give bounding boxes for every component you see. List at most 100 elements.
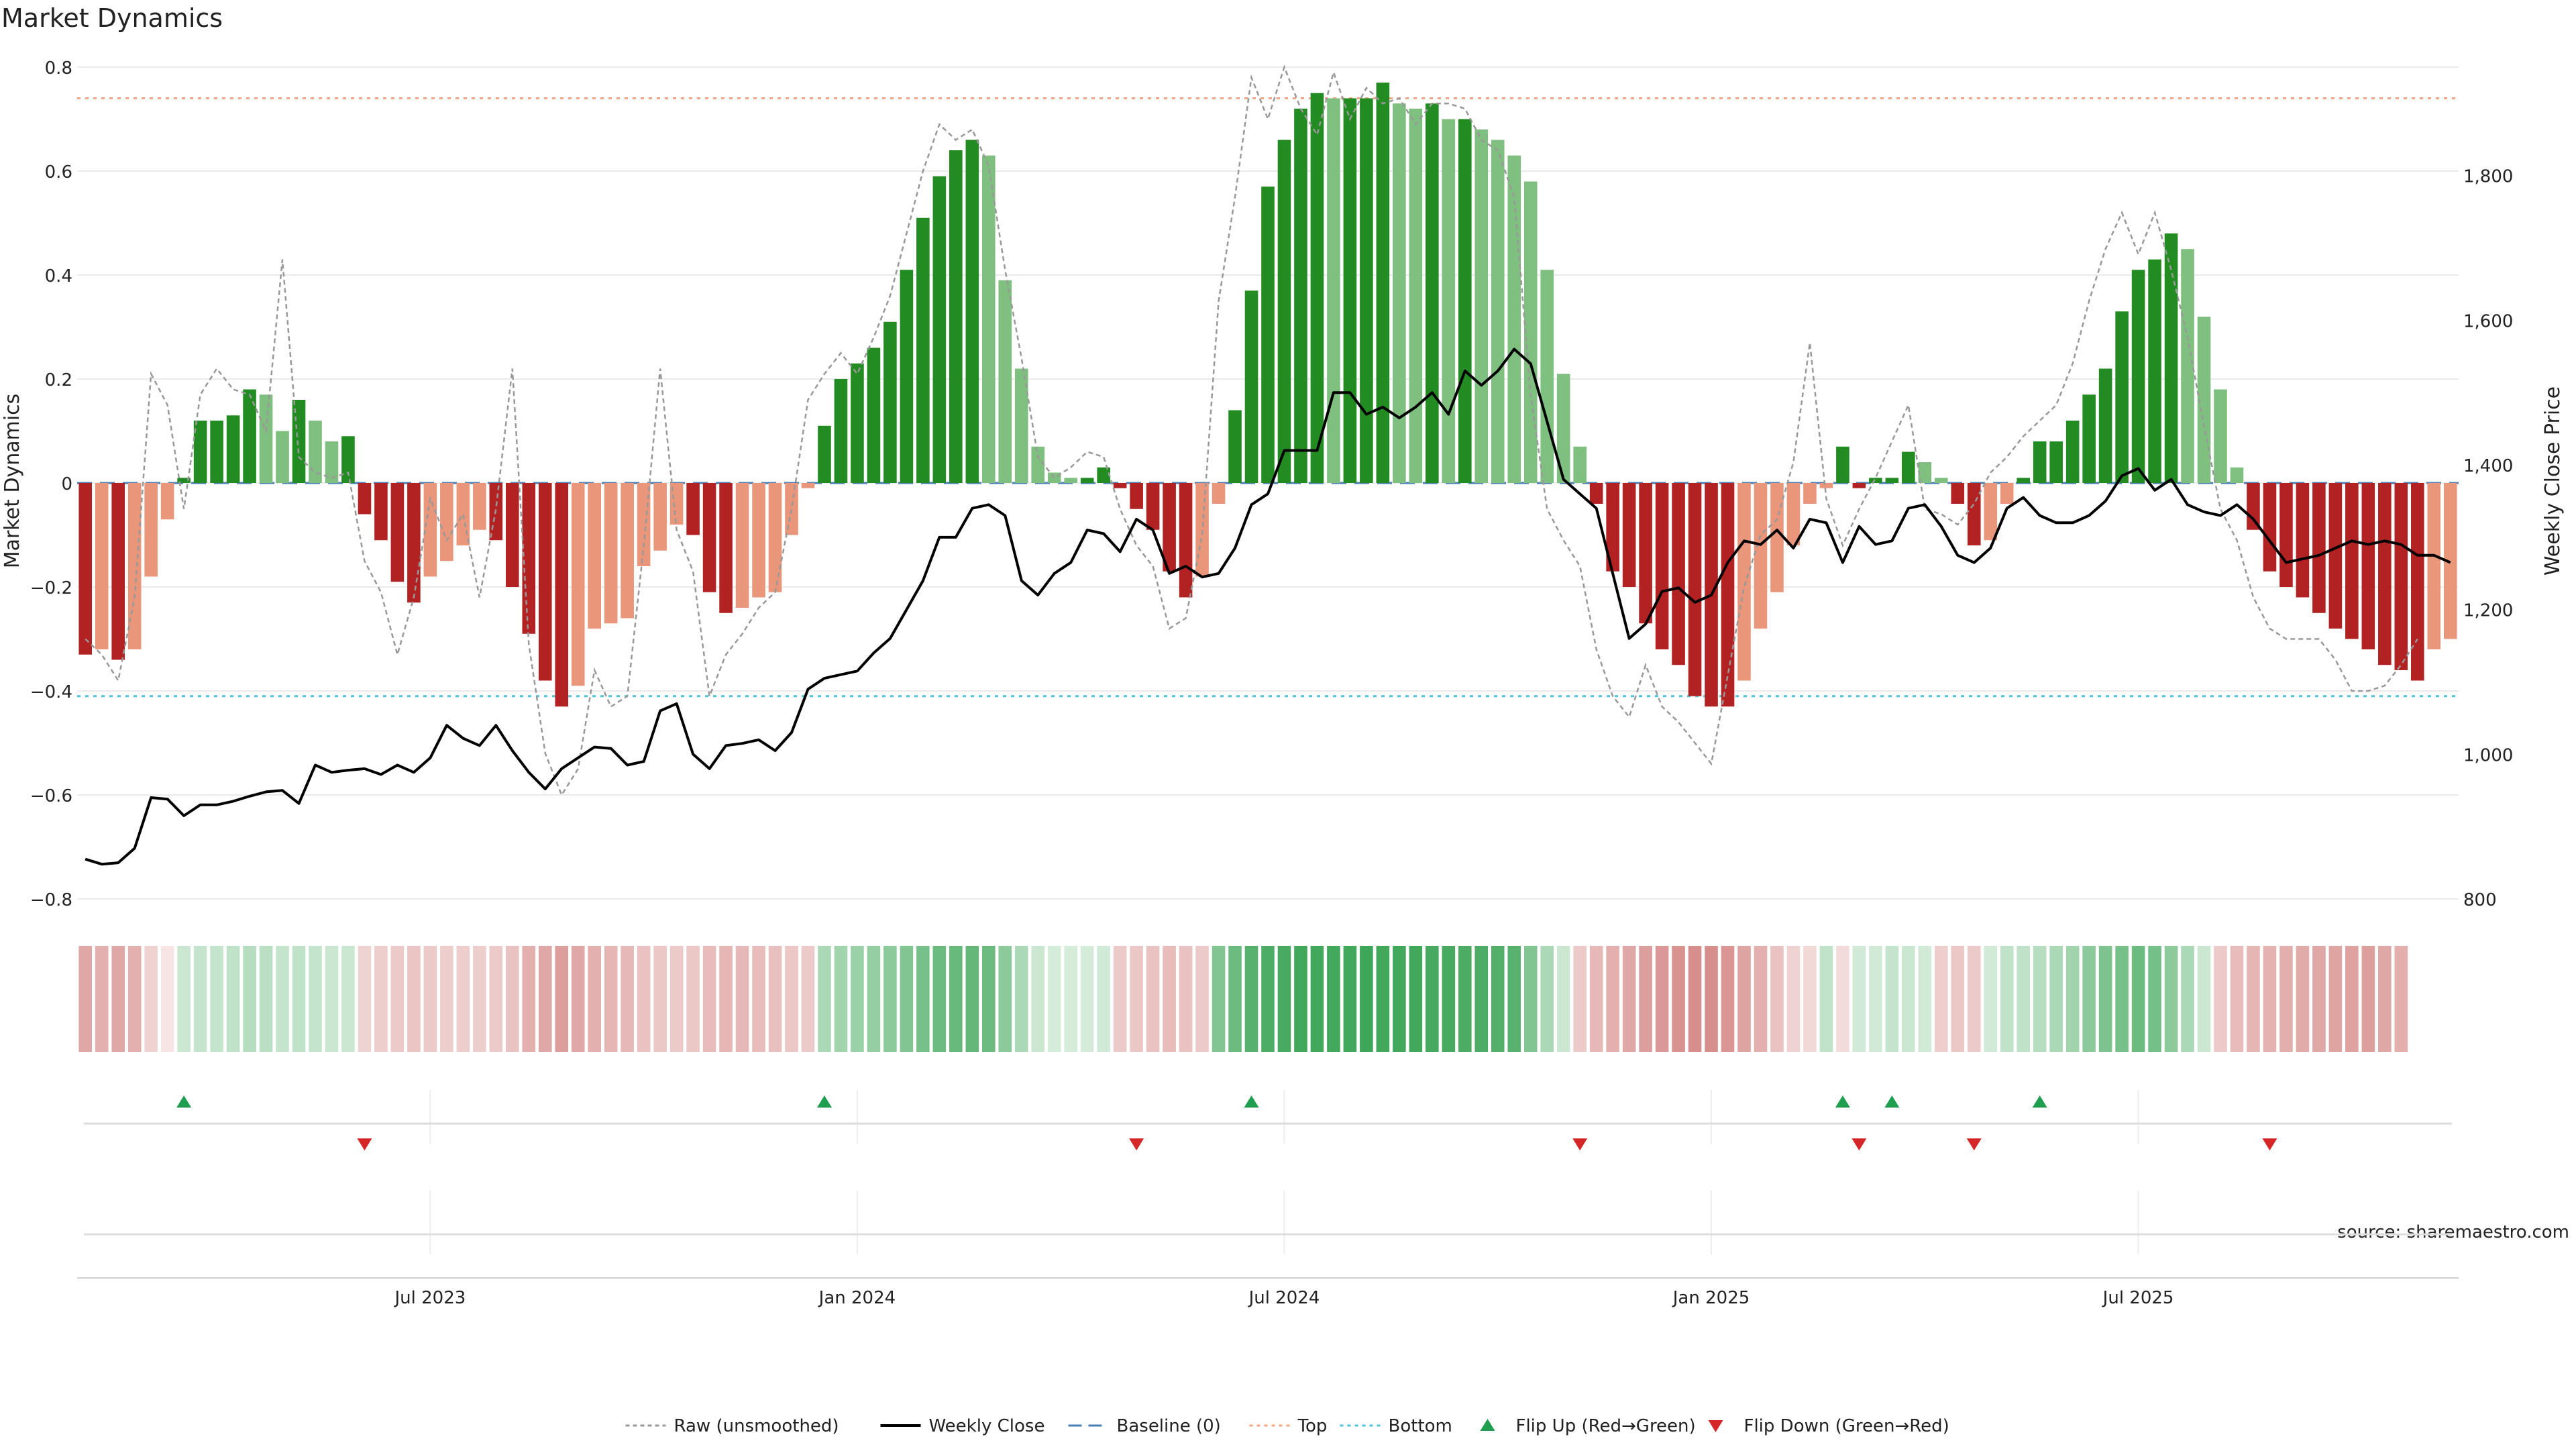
bar — [2362, 483, 2375, 649]
left-axis: 0.8 0.6 0.4 0.2 0 −0.2 −0.4 −0.6 −0.8 — [30, 58, 72, 910]
regime-heat-strip — [78, 946, 2408, 1052]
heat-cell — [1097, 946, 1110, 1052]
heat-cell — [276, 946, 289, 1052]
heat-cell — [1179, 946, 1193, 1052]
bar — [2247, 483, 2260, 530]
bar — [1803, 483, 1817, 504]
heat-cell — [1163, 946, 1176, 1052]
bar — [2148, 260, 2161, 483]
bar — [2411, 483, 2424, 681]
bar — [78, 483, 92, 655]
heat-cell — [2312, 946, 2326, 1052]
bar — [1770, 483, 1784, 592]
heat-cell — [1721, 946, 1735, 1052]
heat-cell — [210, 946, 223, 1052]
heat-cell — [1672, 946, 1685, 1052]
flip-down-marker — [2262, 1138, 2277, 1150]
heat-cell — [1886, 946, 1899, 1052]
bar — [2395, 483, 2408, 670]
bar — [883, 322, 897, 483]
bar — [835, 379, 848, 483]
heat-cell — [588, 946, 601, 1052]
heat-cell — [1261, 946, 1275, 1052]
bar — [1656, 483, 1669, 649]
heat-cell — [555, 946, 568, 1052]
left-tick-label: −0.4 — [30, 682, 72, 702]
bar — [818, 426, 831, 483]
heat-cell — [243, 946, 256, 1052]
heat-cell — [851, 946, 864, 1052]
bar — [916, 218, 930, 483]
legend-label: Weekly Close — [929, 1416, 1045, 1436]
heat-cell — [473, 946, 486, 1052]
bar — [2000, 483, 2014, 504]
heat-cell — [785, 946, 798, 1052]
bar — [2263, 483, 2277, 572]
left-axis-label: Market Dynamics — [1, 394, 24, 569]
bar — [2017, 478, 2030, 483]
bar — [1672, 483, 1685, 665]
bar — [2378, 483, 2392, 665]
heat-cell — [1656, 946, 1669, 1052]
legend-swatch — [1709, 1420, 1723, 1432]
bar — [1984, 483, 1997, 540]
heat-cell — [1590, 946, 1603, 1052]
right-tick-label: 800 — [2463, 890, 2497, 910]
x-tick-label: Jan 2024 — [818, 1288, 896, 1308]
bar — [1540, 270, 1554, 483]
heat-cell — [2165, 946, 2178, 1052]
bar — [391, 483, 405, 582]
flip-up-marker — [176, 1095, 191, 1108]
right-axis: 1,800 1,600 1,400 1,200 1,000 800 — [2463, 167, 2513, 910]
bar — [128, 483, 142, 649]
left-tick-label: 0.6 — [45, 162, 72, 182]
heat-cell — [1902, 946, 1915, 1052]
heat-cell — [2049, 946, 2063, 1052]
heat-cell — [325, 946, 339, 1052]
smoothed-bars — [78, 83, 2457, 706]
heat-cell — [1540, 946, 1554, 1052]
heat-cell — [1968, 946, 1981, 1052]
bar — [998, 280, 1012, 483]
source-note: source: sharemaestro.com — [2337, 1222, 2569, 1242]
heat-cell — [966, 946, 979, 1052]
flip-down-marker — [1967, 1138, 1982, 1150]
bar — [2132, 270, 2145, 483]
heat-cell — [2296, 946, 2310, 1052]
heat-cell — [572, 946, 585, 1052]
bar — [111, 483, 125, 660]
heat-cell — [2099, 946, 2112, 1052]
heat-cell — [1130, 946, 1143, 1052]
legend-label: Bottom — [1389, 1416, 1452, 1436]
bar — [621, 483, 634, 619]
legend: Raw (unsmoothed) Weekly Close Baseline (0)… — [626, 1416, 1949, 1436]
heat-cell — [835, 946, 848, 1052]
bar — [539, 483, 552, 681]
bar — [2296, 483, 2310, 598]
heat-cell — [719, 946, 733, 1052]
bar — [1623, 483, 1636, 587]
bar — [2115, 311, 2129, 483]
heat-cell — [1919, 946, 1932, 1052]
heat-cell — [111, 946, 125, 1052]
bar — [2033, 441, 2047, 483]
heat-cell — [490, 946, 503, 1052]
x-tick-label: Jul 2025 — [2102, 1288, 2174, 1308]
bar — [802, 483, 815, 488]
bar — [2427, 483, 2440, 649]
bar — [555, 483, 568, 706]
heat-cell — [1228, 946, 1242, 1052]
bar — [1327, 99, 1340, 484]
heat-cell — [1377, 946, 1390, 1052]
flip-down-marker — [357, 1138, 372, 1150]
bar — [2312, 483, 2326, 613]
heat-cell — [1853, 946, 1866, 1052]
heat-cell — [637, 946, 651, 1052]
bar — [1902, 452, 1915, 484]
bar — [1294, 109, 1307, 483]
heat-cell — [1442, 946, 1456, 1052]
heat-cell — [818, 946, 831, 1052]
bar — [1853, 483, 1866, 488]
left-tick-label: −0.8 — [30, 890, 72, 910]
heat-cell — [539, 946, 552, 1052]
